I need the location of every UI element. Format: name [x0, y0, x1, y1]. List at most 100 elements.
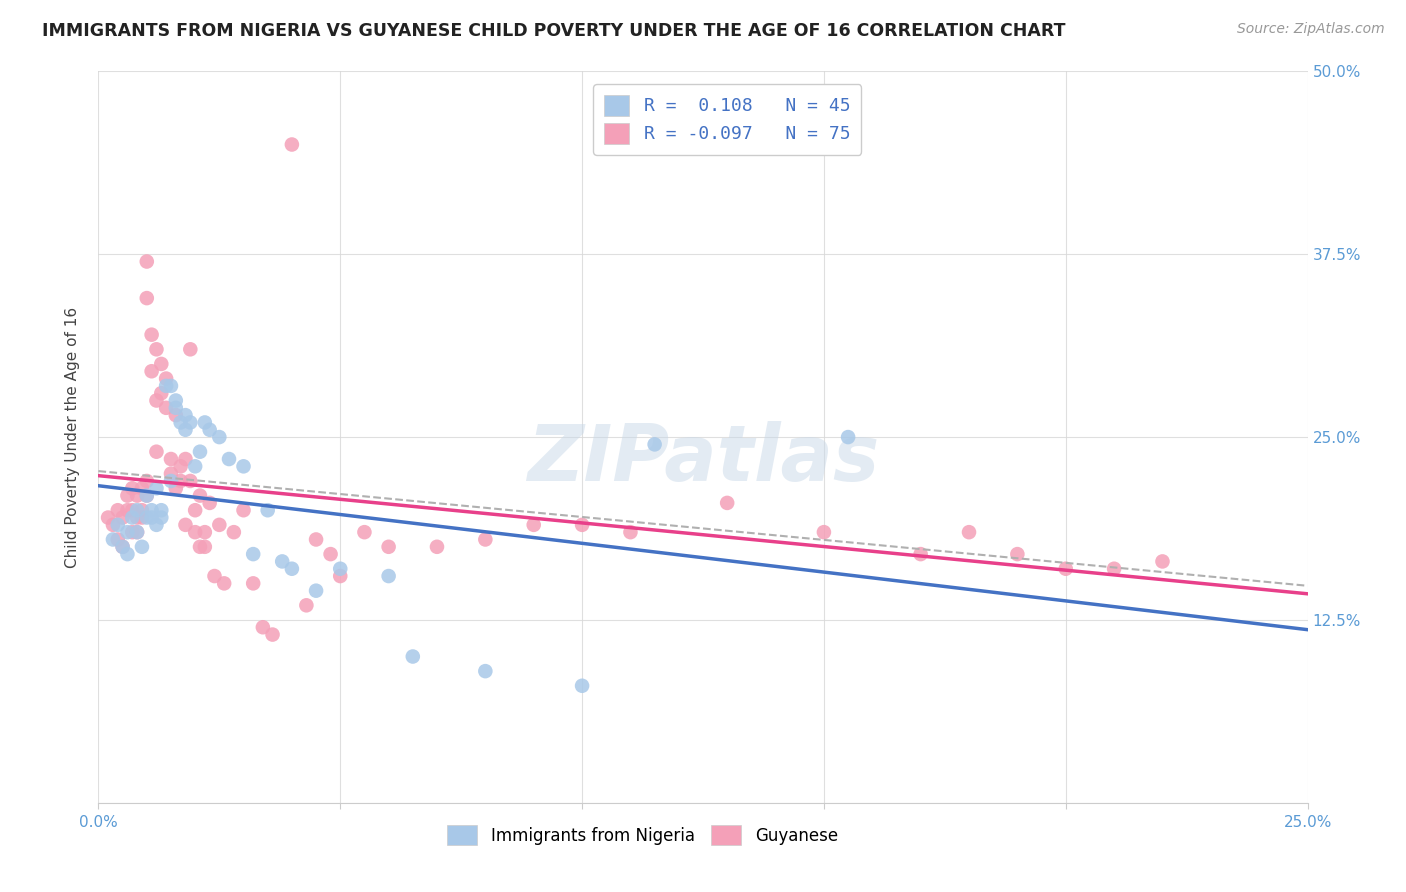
Point: [716, 496, 738, 510]
Point: [141, 510, 163, 524]
Point: [117, 547, 139, 561]
Point: [194, 540, 217, 554]
Point: [474, 533, 496, 547]
Point: [135, 474, 157, 488]
Point: [523, 517, 546, 532]
Point: [131, 481, 153, 495]
Point: [910, 547, 932, 561]
Point: [204, 569, 226, 583]
Point: [117, 503, 139, 517]
Point: [127, 525, 149, 540]
Point: [174, 423, 197, 437]
Point: [160, 467, 183, 481]
Point: [179, 474, 201, 488]
Point: [160, 452, 183, 467]
Point: [208, 517, 231, 532]
Point: [232, 459, 254, 474]
Point: [107, 503, 129, 517]
Point: [619, 525, 641, 540]
Point: [107, 517, 129, 532]
Point: [208, 430, 231, 444]
Point: [218, 452, 240, 467]
Point: [150, 357, 173, 371]
Point: [295, 599, 318, 613]
Point: [1102, 562, 1125, 576]
Point: [145, 444, 167, 458]
Y-axis label: Child Poverty Under the Age of 16: Child Poverty Under the Age of 16: [65, 307, 80, 567]
Point: [242, 576, 264, 591]
Point: [117, 525, 139, 540]
Point: [281, 562, 304, 576]
Point: [135, 254, 157, 268]
Point: [281, 137, 304, 152]
Point: [194, 525, 217, 540]
Point: [474, 664, 496, 678]
Point: [155, 379, 177, 393]
Point: [184, 525, 207, 540]
Point: [121, 503, 143, 517]
Point: [141, 503, 163, 517]
Point: [188, 540, 211, 554]
Point: [165, 408, 187, 422]
Point: [242, 547, 264, 561]
Point: [169, 459, 191, 474]
Point: [571, 517, 593, 532]
Point: [101, 517, 124, 532]
Point: [127, 510, 149, 524]
Point: [377, 540, 399, 554]
Point: [174, 517, 197, 532]
Point: [160, 379, 183, 393]
Point: [402, 649, 425, 664]
Legend: Immigrants from Nigeria, Guyanese: Immigrants from Nigeria, Guyanese: [439, 817, 846, 853]
Point: [957, 525, 980, 540]
Point: [194, 416, 217, 430]
Point: [813, 525, 835, 540]
Point: [252, 620, 274, 634]
Point: [155, 371, 177, 385]
Text: ZIPatlas: ZIPatlas: [527, 421, 879, 497]
Point: [179, 343, 201, 357]
Point: [135, 510, 157, 524]
Point: [135, 291, 157, 305]
Point: [188, 444, 211, 458]
Text: Source: ZipAtlas.com: Source: ZipAtlas.com: [1237, 22, 1385, 37]
Point: [165, 401, 187, 415]
Point: [329, 569, 352, 583]
Point: [377, 569, 399, 583]
Point: [145, 481, 167, 495]
Point: [150, 510, 173, 524]
Point: [1152, 554, 1174, 568]
Point: [198, 496, 221, 510]
Point: [131, 503, 153, 517]
Point: [165, 481, 187, 495]
Point: [1007, 547, 1029, 561]
Point: [121, 481, 143, 495]
Point: [131, 540, 153, 554]
Point: [121, 510, 143, 524]
Point: [169, 416, 191, 430]
Point: [127, 489, 149, 503]
Point: [165, 393, 187, 408]
Point: [271, 554, 294, 568]
Point: [179, 416, 201, 430]
Point: [111, 540, 134, 554]
Point: [329, 562, 352, 576]
Point: [232, 503, 254, 517]
Point: [111, 510, 134, 524]
Point: [198, 423, 221, 437]
Point: [101, 533, 124, 547]
Point: [107, 533, 129, 547]
Point: [256, 503, 278, 517]
Point: [222, 525, 245, 540]
Text: IMMIGRANTS FROM NIGERIA VS GUYANESE CHILD POVERTY UNDER THE AGE OF 16 CORRELATIO: IMMIGRANTS FROM NIGERIA VS GUYANESE CHIL…: [42, 22, 1066, 40]
Point: [111, 540, 134, 554]
Point: [212, 576, 235, 591]
Point: [644, 437, 666, 451]
Point: [174, 408, 197, 422]
Point: [141, 364, 163, 378]
Point: [145, 393, 167, 408]
Point: [305, 583, 328, 598]
Point: [184, 459, 207, 474]
Point: [184, 503, 207, 517]
Point: [837, 430, 859, 444]
